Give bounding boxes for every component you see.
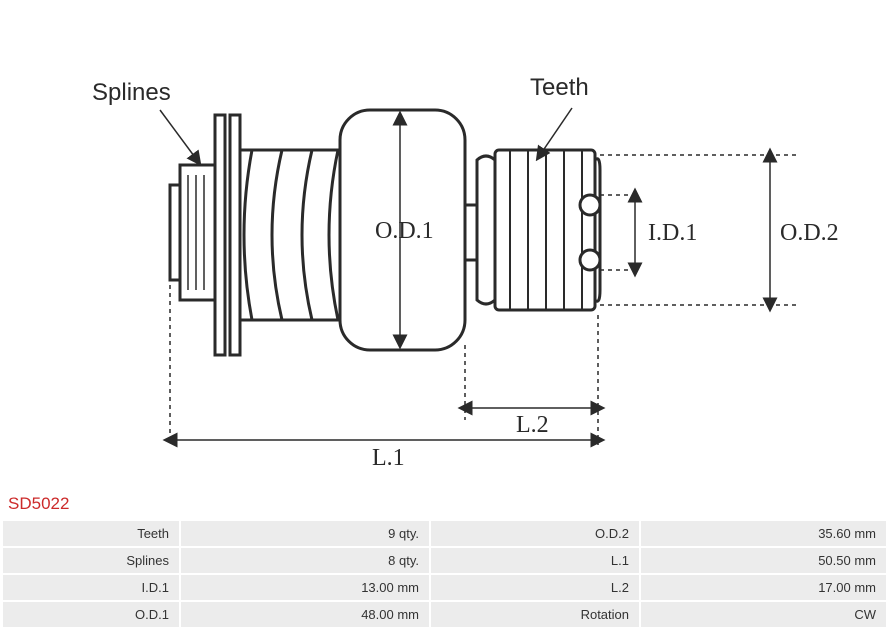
label-splines: Splines	[92, 79, 171, 106]
label-od1: O.D.1	[375, 218, 434, 244]
spec-value: 48.00 mm	[180, 601, 430, 628]
spec-label: O.D.2	[430, 520, 640, 547]
spec-value: CW	[640, 601, 887, 628]
spec-value: 8 qty.	[180, 547, 430, 574]
technical-diagram: Splines Teeth O.D.1 I.D.1 O.D.2 L.2 L.1	[0, 0, 889, 490]
spec-label: Teeth	[2, 520, 180, 547]
spec-label: Splines	[2, 547, 180, 574]
spec-value: 17.00 mm	[640, 574, 887, 601]
label-teeth: Teeth	[530, 74, 589, 101]
label-l1: L.1	[372, 445, 405, 471]
spec-label: L.2	[430, 574, 640, 601]
spec-table: Teeth 9 qty. O.D.2 35.60 mm Splines 8 qt…	[2, 520, 887, 628]
spec-label: O.D.1	[2, 601, 180, 628]
label-id1: I.D.1	[648, 220, 697, 246]
spec-value: 50.50 mm	[640, 547, 887, 574]
spec-value: 35.60 mm	[640, 520, 887, 547]
spec-value: 9 qty.	[180, 520, 430, 547]
spec-label: I.D.1	[2, 574, 180, 601]
spec-label: Rotation	[430, 601, 640, 628]
label-l2: L.2	[516, 412, 549, 438]
spec-label: L.1	[430, 547, 640, 574]
label-od2: O.D.2	[780, 220, 839, 246]
part-number: SD5022	[0, 494, 889, 514]
spec-value: 13.00 mm	[180, 574, 430, 601]
